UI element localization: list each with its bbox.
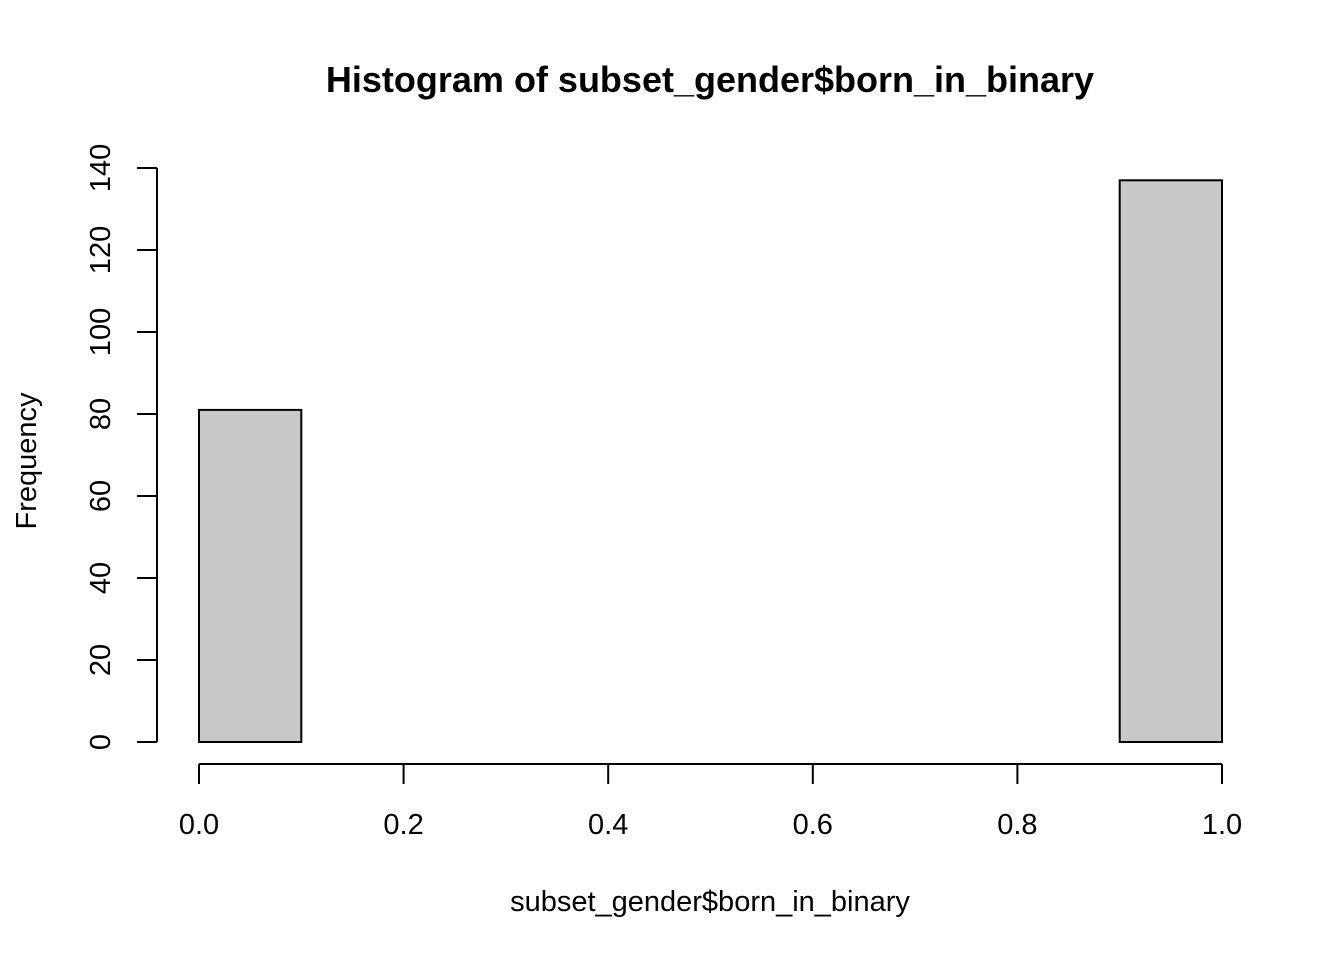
chart-title: Histogram of subset_gender$born_in_binar… [326, 59, 1094, 100]
y-tick-label-2: 40 [85, 562, 117, 594]
histogram-bar-9 [1118, 179, 1223, 744]
y-axis: 0 20 40 60 80 100 120 140 [85, 144, 158, 750]
x-tick-label-1: 0.2 [383, 809, 423, 841]
y-tick-label-7: 140 [85, 144, 117, 192]
x-axis: 0.0 0.2 0.4 0.6 0.8 1.0 [179, 763, 1242, 841]
y-tick-label-3: 60 [85, 480, 117, 512]
y-tick-label-5: 100 [85, 308, 117, 356]
bars-group [198, 179, 1223, 744]
y-tick-label-6: 120 [85, 226, 117, 274]
x-axis-label: subset_gender$born_in_binary [510, 886, 910, 918]
y-tick-label-0: 0 [85, 734, 117, 750]
x-tick-label-0: 0.0 [179, 809, 219, 841]
x-tick-label-5: 1.0 [1202, 809, 1242, 841]
histogram-bar-0 [198, 408, 303, 743]
y-tick-label-1: 20 [85, 644, 117, 676]
y-axis-label: Frequency [11, 392, 43, 530]
y-tick-label-4: 80 [85, 398, 117, 430]
x-tick-label-2: 0.4 [588, 809, 628, 841]
x-tick-label-4: 0.8 [997, 809, 1037, 841]
x-tick-label-3: 0.6 [793, 809, 833, 841]
